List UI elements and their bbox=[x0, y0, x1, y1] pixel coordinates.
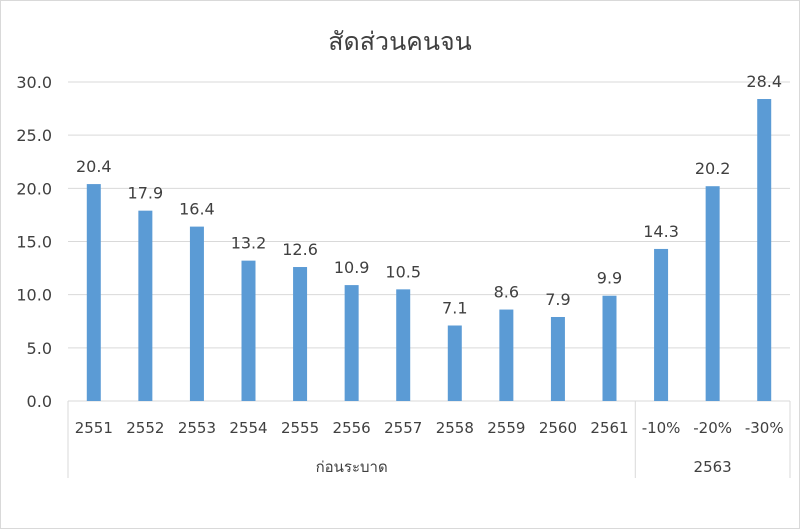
x-tick-label: 2559 bbox=[487, 419, 525, 437]
data-label: 14.3 bbox=[643, 222, 679, 241]
data-label: 10.9 bbox=[334, 258, 370, 277]
data-label: 20.4 bbox=[76, 157, 112, 176]
data-label: 7.9 bbox=[545, 290, 570, 309]
data-label: 10.5 bbox=[385, 262, 421, 281]
bar--30% bbox=[757, 99, 772, 401]
x-tick-label: 2556 bbox=[333, 419, 371, 437]
x-tick-label: 2555 bbox=[281, 419, 319, 437]
x-tick-label: -20% bbox=[693, 419, 732, 437]
x-tick-label: 2552 bbox=[126, 419, 164, 437]
y-tick-label: 10.0 bbox=[16, 286, 52, 305]
data-label: 7.1 bbox=[442, 299, 467, 318]
bar--10% bbox=[654, 248, 669, 401]
bar-2559 bbox=[499, 309, 514, 401]
x-tick-label: 2554 bbox=[229, 419, 267, 437]
bar-2557 bbox=[396, 289, 411, 401]
y-tick-label: 25.0 bbox=[16, 126, 52, 145]
bar-2551 bbox=[86, 184, 101, 401]
x-tick-label: 2551 bbox=[75, 419, 113, 437]
y-tick-label: 20.0 bbox=[16, 179, 52, 198]
group-label: 2563 bbox=[694, 458, 732, 476]
x-tick-label: 2561 bbox=[590, 419, 628, 437]
bar-2558 bbox=[447, 325, 462, 401]
data-label: 13.2 bbox=[231, 234, 267, 253]
data-label: 9.9 bbox=[597, 269, 622, 288]
bar-2556 bbox=[344, 285, 359, 401]
x-tick-label: 2557 bbox=[384, 419, 422, 437]
data-label: 20.2 bbox=[695, 159, 731, 178]
y-tick-label: 15.0 bbox=[16, 233, 52, 252]
x-tick-label: 2558 bbox=[436, 419, 474, 437]
group-label: ก่อนระบาด bbox=[316, 458, 388, 476]
data-label: 16.4 bbox=[179, 200, 215, 219]
x-tick-label: 2553 bbox=[178, 419, 216, 437]
bar-2553 bbox=[189, 226, 204, 401]
y-tick-label: 5.0 bbox=[27, 339, 52, 358]
y-tick-label: 0.0 bbox=[27, 392, 52, 411]
x-tick-label: 2560 bbox=[539, 419, 577, 437]
x-tick-label: -30% bbox=[745, 419, 784, 437]
bar-2561 bbox=[602, 295, 617, 401]
data-label: 8.6 bbox=[494, 283, 519, 302]
bar-2552 bbox=[138, 210, 153, 401]
x-tick-label: -10% bbox=[642, 419, 681, 437]
data-label: 28.4 bbox=[746, 72, 782, 91]
data-label: 12.6 bbox=[282, 240, 318, 259]
bar-2554 bbox=[241, 260, 256, 401]
data-label: 17.9 bbox=[128, 184, 164, 203]
chart-title: สัดส่วนคนจน bbox=[328, 27, 471, 56]
bar--20% bbox=[705, 186, 720, 401]
bar-2560 bbox=[550, 316, 565, 401]
y-tick-label: 30.0 bbox=[16, 73, 52, 92]
bar-2555 bbox=[293, 267, 308, 401]
